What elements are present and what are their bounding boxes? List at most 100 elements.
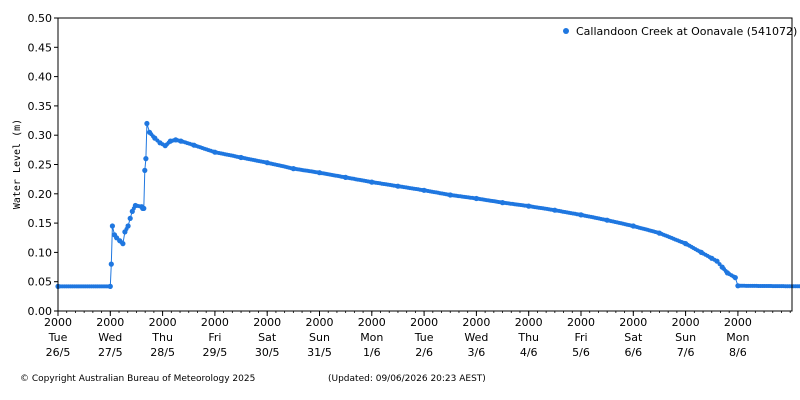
data-point — [162, 143, 168, 149]
data-point — [316, 170, 323, 176]
data-point — [719, 264, 725, 270]
x-tick-label-day: Thu — [151, 331, 173, 344]
x-tick-label-date: 7/6 — [677, 346, 695, 359]
data-point — [144, 120, 150, 127]
data-point — [157, 140, 163, 146]
data-point — [709, 255, 715, 261]
data-point — [125, 223, 131, 229]
data-point — [129, 208, 135, 214]
x-tick-label-time: 2000 — [253, 316, 281, 329]
data-point — [264, 160, 270, 166]
data-point — [178, 138, 184, 144]
y-tick-label: 0.10 — [28, 246, 53, 259]
x-tick-label-time: 2000 — [44, 316, 72, 329]
x-tick-label-day: Fri — [208, 331, 221, 344]
x-tick-label-day: Sat — [624, 331, 643, 344]
x-tick-label-time: 2000 — [201, 316, 229, 329]
data-point — [143, 156, 149, 162]
x-tick-label-day: Sun — [675, 331, 696, 344]
data-point — [369, 179, 375, 185]
data-point — [735, 283, 741, 289]
copyright-text: © Copyright Australian Bureau of Meteoro… — [20, 374, 256, 384]
data-point — [141, 205, 147, 211]
y-tick-label: 0.30 — [28, 129, 53, 142]
data-points — [55, 120, 800, 289]
x-tick-label-day: Mon — [726, 331, 749, 344]
legend: Callandoon Creek at Oonavale (541072) — [563, 25, 797, 38]
x-tick-label-day: Fri — [574, 331, 587, 344]
data-point — [107, 283, 113, 289]
y-axis: 0.00 0.05 0.10 0.15 0.20 0.25 0.30 0.35 0.40 0.45… — [28, 12, 58, 318]
x-tick-label-day: Wed — [98, 331, 122, 344]
x-tick-label-time: 2000 — [515, 316, 543, 329]
updated-timestamp: (Updated: 09/06/2026 20:23 AEST) — [328, 374, 486, 384]
x-tick-label-date: 28/5 — [150, 346, 175, 359]
data-point — [191, 142, 197, 148]
x-tick-label-day: Wed — [464, 331, 488, 344]
data-point — [152, 135, 158, 141]
x-tick-label-date: 30/5 — [255, 346, 280, 359]
x-tick-label-day: Mon — [360, 331, 383, 344]
x-tick-label-date: 1/6 — [363, 346, 381, 359]
data-point — [499, 200, 506, 206]
data-point — [421, 187, 427, 193]
data-point — [552, 207, 558, 213]
x-tick-label-time: 2000 — [306, 316, 334, 329]
data-point — [290, 166, 296, 172]
data-point — [108, 261, 114, 267]
y-tick-label: 0.05 — [28, 276, 53, 289]
data-point — [732, 275, 738, 281]
data-point — [578, 212, 584, 218]
data-point — [724, 270, 731, 276]
x-tick-label-time: 2000 — [462, 316, 490, 329]
data-point — [604, 217, 610, 223]
x-tick-label-date: 4/6 — [520, 346, 538, 359]
data-point — [146, 129, 153, 135]
data-point — [109, 223, 115, 229]
x-tick-label-day: Sat — [258, 331, 277, 344]
data-point — [630, 223, 636, 229]
data-point — [447, 192, 453, 198]
x-tick-label-day: Tue — [414, 331, 434, 344]
data-point — [142, 167, 148, 173]
data-point — [395, 183, 401, 189]
y-tick-label: 0.35 — [28, 100, 53, 113]
x-tick-label-time: 2000 — [410, 316, 438, 329]
x-tick-label-time: 2000 — [567, 316, 595, 329]
data-point — [797, 284, 800, 289]
data-point — [120, 241, 126, 247]
x-tick-label-time: 2000 — [724, 316, 752, 329]
y-axis-label: Water Level (m) — [12, 119, 23, 209]
y-tick-label: 0.40 — [28, 71, 53, 84]
x-tick-label-time: 2000 — [672, 316, 700, 329]
data-point — [212, 149, 218, 155]
data-point — [238, 154, 244, 161]
data-point — [127, 215, 133, 221]
x-tick-label-date: 31/5 — [307, 346, 332, 359]
y-tick-label: 0.25 — [28, 159, 53, 172]
x-tick-label-date: 6/6 — [624, 346, 642, 359]
data-point — [526, 203, 532, 209]
data-point — [683, 241, 689, 247]
data-point — [714, 258, 720, 264]
x-tick-label-time: 2000 — [358, 316, 386, 329]
data-point — [167, 138, 173, 144]
x-tick-label-day: Thu — [517, 331, 539, 344]
data-point — [656, 230, 663, 236]
x-tick-label-date: 27/5 — [98, 346, 123, 359]
legend-label: Callandoon Creek at Oonavale (541072) — [576, 25, 797, 38]
y-tick-label: 0.00 — [28, 305, 53, 318]
x-tick-label-day: Sun — [309, 331, 330, 344]
x-tick-label-date: 8/6 — [729, 346, 747, 359]
data-point — [698, 249, 704, 255]
x-tick-label-date: 5/6 — [572, 346, 590, 359]
x-tick-label-date: 2/6 — [415, 346, 433, 359]
x-tick-label-date: 29/5 — [203, 346, 228, 359]
y-tick-label: 0.45 — [28, 41, 53, 54]
x-axis: 2000 Tue 26/5 2000 Wed 27/5 2000 Thu 28/5 2000 Fri… — [44, 311, 791, 359]
x-tick-label-time: 2000 — [149, 316, 177, 329]
data-point — [173, 137, 179, 143]
y-tick-label: 0.15 — [28, 217, 53, 230]
series-line — [58, 123, 800, 287]
